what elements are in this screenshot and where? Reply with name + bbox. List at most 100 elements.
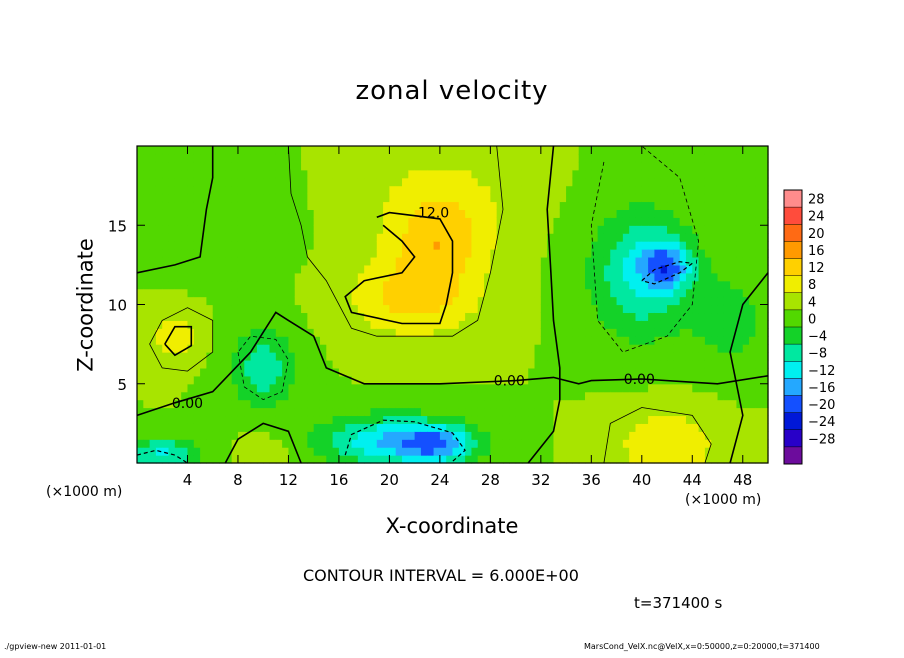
heatmap-cell <box>591 201 599 210</box>
heatmap-cell <box>749 312 756 321</box>
heatmap-cell <box>351 146 359 155</box>
heatmap-cell <box>591 185 599 195</box>
heatmap-cell <box>143 455 151 464</box>
heatmap-cell <box>749 344 756 353</box>
heatmap-cell <box>578 391 586 401</box>
heatmap-cell <box>635 455 643 464</box>
heatmap-cell <box>490 169 498 179</box>
heatmap-cell <box>730 375 738 385</box>
heatmap-cell <box>660 209 668 218</box>
heatmap-cell <box>256 415 264 424</box>
heatmap-cell <box>547 328 555 337</box>
heatmap-cell <box>635 201 643 210</box>
heatmap-cell <box>389 375 397 385</box>
heatmap-cell <box>502 415 510 424</box>
heatmap-cell <box>433 288 441 298</box>
heatmap-cell <box>219 288 226 298</box>
heatmap-cell <box>553 264 561 274</box>
heatmap-cell <box>332 359 340 369</box>
heatmap-cell <box>307 209 315 218</box>
heatmap-cell <box>162 272 170 282</box>
heatmap-cell <box>212 249 220 258</box>
heatmap-cell <box>528 375 536 385</box>
heatmap-cell <box>237 201 245 210</box>
heatmap-cell <box>332 288 340 298</box>
heatmap-cell <box>219 328 226 337</box>
heatmap-cell <box>137 336 144 345</box>
heatmap-cell <box>212 344 220 353</box>
heatmap-cell <box>237 153 245 163</box>
heatmap-cell <box>294 431 302 440</box>
heatmap-cell <box>389 439 397 448</box>
heatmap-cell <box>547 455 555 464</box>
heatmap-cell <box>364 225 372 234</box>
heatmap-cell <box>610 288 618 298</box>
heatmap-cell <box>212 193 220 203</box>
heatmap-cell <box>162 304 170 314</box>
heatmap-cell <box>603 367 611 377</box>
heatmap-cell <box>673 225 681 234</box>
heatmap-cell <box>591 320 599 329</box>
heatmap-cell <box>294 169 302 179</box>
heatmap-cell <box>193 177 201 187</box>
heatmap-cell <box>326 399 334 409</box>
heatmap-cell <box>446 264 454 274</box>
heatmap-cell <box>326 185 334 195</box>
heatmap-cell <box>212 439 220 448</box>
heatmap-cell <box>559 225 567 234</box>
x-tick-label: 8 <box>233 471 243 489</box>
heatmap-cell <box>471 359 479 369</box>
heatmap-cell <box>294 320 302 329</box>
heatmap-cell <box>667 336 674 345</box>
heatmap-cell <box>288 146 296 155</box>
heatmap-cell <box>711 439 719 448</box>
heatmap-cell <box>692 359 700 369</box>
heatmap-cell <box>742 217 750 226</box>
heatmap-cell <box>155 193 163 203</box>
heatmap-cell <box>155 407 163 417</box>
heatmap-cell <box>515 241 523 250</box>
heatmap-cell <box>509 201 517 210</box>
heatmap-cell <box>559 233 567 242</box>
heatmap-cell <box>256 201 264 210</box>
heatmap-cell <box>566 177 573 187</box>
heatmap-cell <box>338 225 346 234</box>
heatmap-cell <box>155 225 163 234</box>
heatmap-cell <box>591 359 599 369</box>
heatmap-cell <box>383 344 390 353</box>
heatmap-cell <box>484 415 491 424</box>
heatmap-cell <box>414 161 422 171</box>
heatmap-cell <box>679 312 687 321</box>
heatmap-cell <box>168 193 176 203</box>
heatmap-cell <box>635 312 643 321</box>
heatmap-cell <box>679 264 687 274</box>
heatmap-cell <box>515 177 523 187</box>
heatmap-cell <box>446 241 454 250</box>
heatmap-cell <box>155 304 163 314</box>
heatmap-cell <box>528 439 536 448</box>
heatmap-cell <box>585 146 592 155</box>
heatmap-cell <box>648 399 656 409</box>
heatmap-cell <box>477 256 485 266</box>
heatmap-cell <box>402 177 409 187</box>
heatmap-cell <box>711 249 719 258</box>
heatmap-cell <box>496 233 504 242</box>
heatmap-cell <box>307 359 315 369</box>
heatmap-cell <box>395 225 403 234</box>
heatmap-cell <box>534 375 542 385</box>
heatmap-cell <box>616 447 624 456</box>
heatmap-cell <box>755 225 763 234</box>
x-tick-label: 20 <box>380 471 399 489</box>
heatmap-cell <box>458 177 466 187</box>
heatmap-cell <box>155 249 163 258</box>
heatmap-cell <box>282 312 290 321</box>
heatmap-cell <box>288 407 296 417</box>
heatmap-cell <box>143 153 151 163</box>
heatmap-cell <box>521 391 529 401</box>
heatmap-cell <box>654 249 662 258</box>
heatmap-cell <box>471 407 479 417</box>
heatmap-cell <box>370 391 378 401</box>
heatmap-cell <box>206 439 214 448</box>
heatmap-cell <box>490 296 498 306</box>
heatmap-cell <box>338 320 346 329</box>
